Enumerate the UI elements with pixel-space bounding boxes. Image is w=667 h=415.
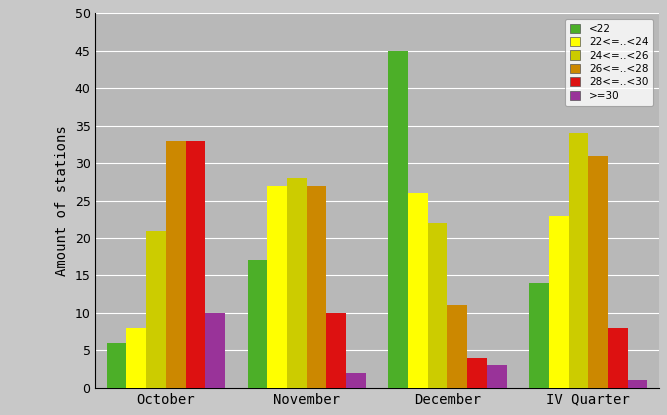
Y-axis label: Amount of stations: Amount of stations (55, 125, 69, 276)
Bar (205, 313, 225, 388)
Bar (287, 178, 307, 388)
Bar (529, 283, 549, 388)
Bar (107, 343, 127, 388)
Bar (549, 215, 568, 388)
Bar (588, 156, 608, 388)
Bar (608, 328, 628, 388)
Bar (146, 230, 166, 388)
Bar (267, 186, 287, 388)
Bar (428, 223, 448, 388)
Bar (346, 373, 366, 388)
Bar (448, 305, 467, 388)
Bar (185, 141, 205, 388)
Bar (166, 141, 185, 388)
Bar (628, 380, 648, 388)
Bar (326, 313, 346, 388)
Bar (408, 193, 428, 388)
Bar (487, 365, 507, 388)
Bar (127, 328, 146, 388)
Legend: <22, 22<=..<24, 24<=..<26, 26<=..<28, 28<=..<30, >=30: <22, 22<=..<24, 24<=..<26, 26<=..<28, 28… (565, 19, 654, 106)
Bar (247, 261, 267, 388)
Bar (467, 358, 487, 388)
Bar (568, 133, 588, 388)
Bar (307, 186, 326, 388)
Bar (388, 51, 408, 388)
